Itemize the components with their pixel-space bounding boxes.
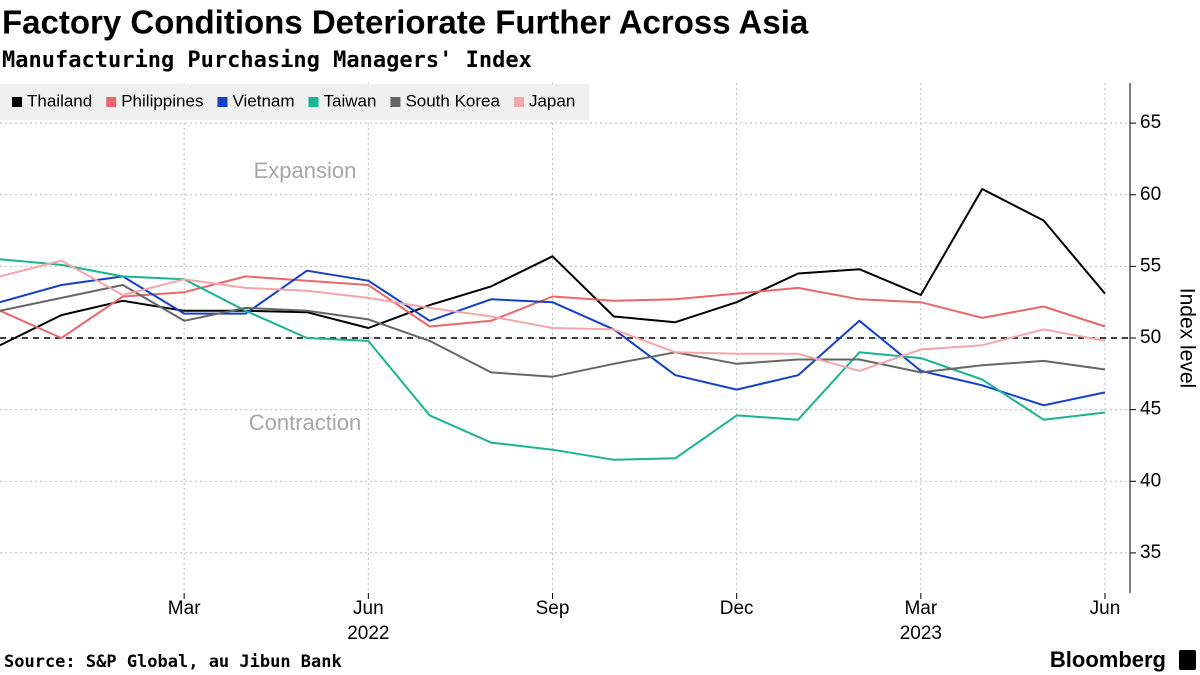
- y-tick-label: 55: [1140, 255, 1161, 276]
- y-tick-label: 35: [1140, 542, 1161, 563]
- legend-swatch: [106, 97, 117, 107]
- brand: Bloomberg: [1050, 647, 1166, 672]
- x-tick-label: Dec: [720, 598, 754, 619]
- annotation: Expansion: [254, 158, 357, 183]
- y-tick-label: 60: [1140, 184, 1161, 205]
- series-line: [0, 284, 1106, 378]
- legend-swatch: [513, 97, 524, 107]
- legend-label: Taiwan: [324, 91, 377, 110]
- legend-label: Japan: [529, 91, 575, 110]
- y-tick-label: 40: [1140, 470, 1161, 491]
- chart-title: Factory Conditions Deteriorate Further A…: [2, 4, 809, 41]
- legend-swatch: [12, 97, 22, 107]
- legend-swatch: [390, 97, 401, 107]
- legend: Thailand Philippines Vietnam Taiwan South Ko…: [0, 84, 590, 120]
- x-tick-label: Jun: [353, 598, 384, 619]
- chart-subtitle: Manufacturing Purchasing Managers' Index: [2, 48, 532, 73]
- series-line: [0, 275, 1106, 339]
- y-tick-label: 50: [1140, 327, 1161, 348]
- x-tick-label: Mar: [904, 598, 937, 619]
- series-line: [0, 269, 1106, 407]
- x-tick-label: Sep: [536, 598, 570, 619]
- legend-label: Thailand: [27, 91, 92, 110]
- series-line: [0, 259, 1106, 372]
- y-axis-label: Index level: [1175, 288, 1198, 388]
- source: Source: S&P Global, au Jibun Bank: [4, 652, 342, 672]
- legend-label: Philippines: [121, 91, 203, 110]
- legend-label: South Korea: [405, 91, 500, 110]
- legend-swatch: [308, 97, 319, 107]
- x-year-label: 2023: [900, 623, 942, 644]
- annotation: Contraction: [249, 410, 362, 435]
- legend-swatch: [217, 97, 228, 107]
- y-tick-label: 45: [1140, 399, 1161, 420]
- x-year-label: 2022: [347, 623, 389, 644]
- x-tick-label: Jun: [1090, 598, 1121, 619]
- legend-background: [0, 84, 590, 120]
- brand-icon: [1179, 650, 1196, 670]
- legend-label: Vietnam: [232, 91, 294, 110]
- y-tick-label: 65: [1140, 112, 1161, 133]
- series-line: [0, 188, 1106, 347]
- x-tick-label: Mar: [168, 598, 201, 619]
